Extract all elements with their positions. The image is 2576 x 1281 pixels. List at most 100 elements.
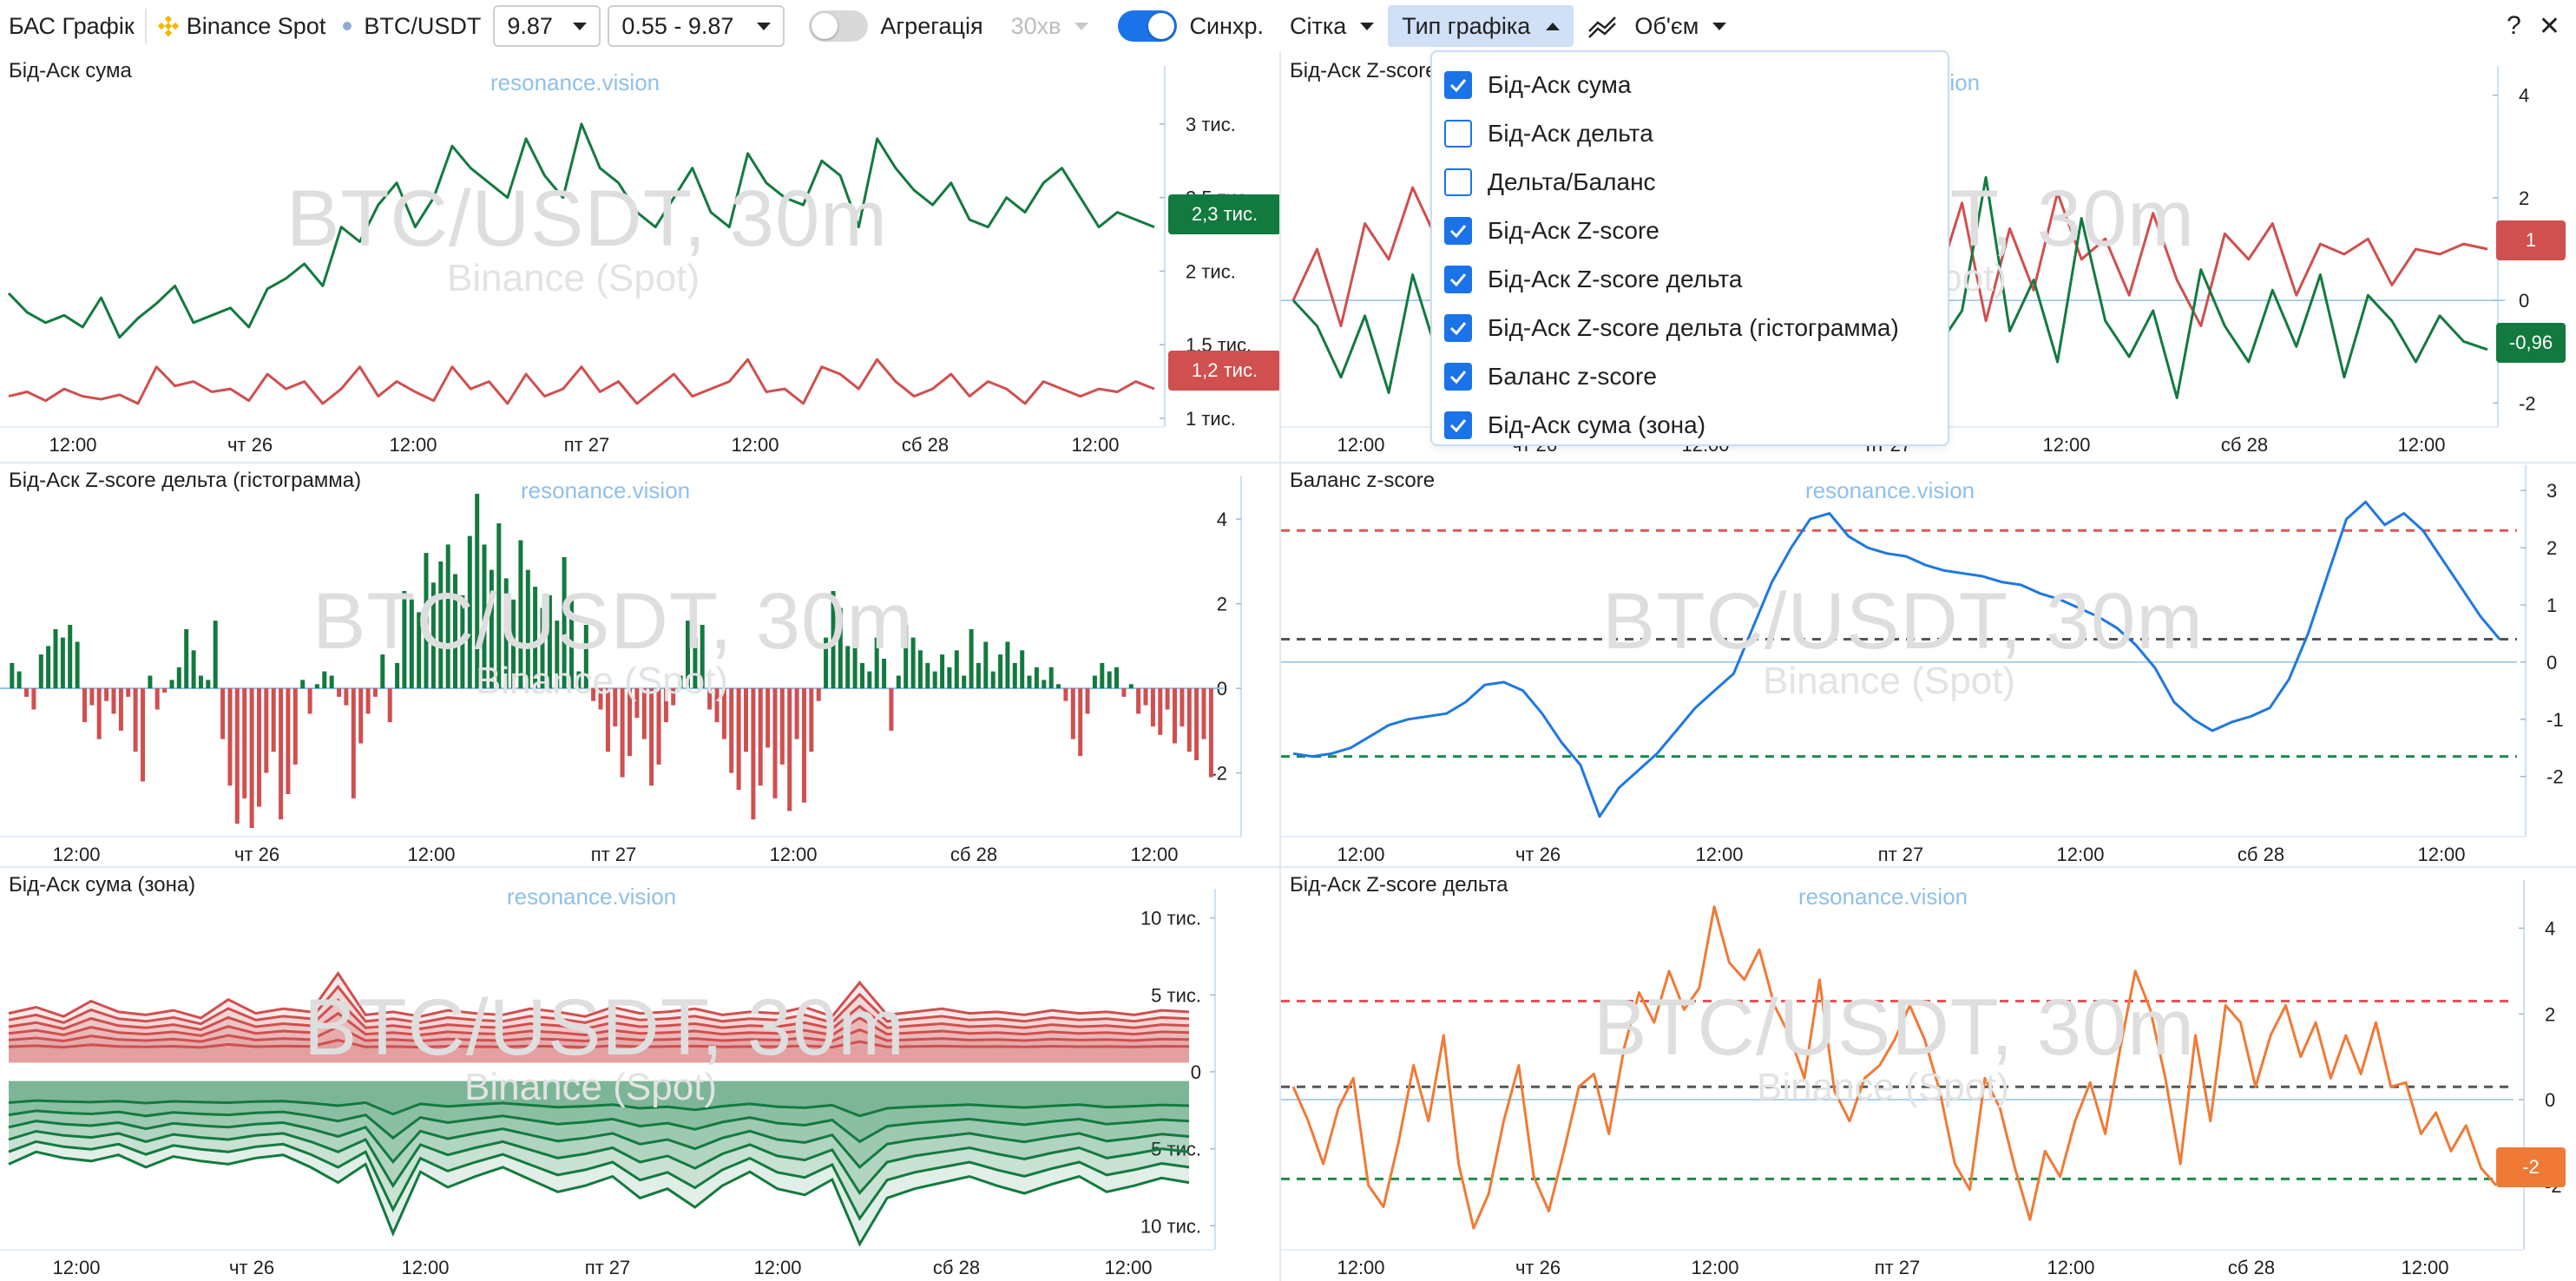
histogram-bar — [874, 637, 879, 689]
panel-divider — [0, 866, 2576, 868]
checkbox-unchecked-icon[interactable] — [1444, 120, 1472, 148]
histogram-bar — [576, 671, 582, 689]
histogram-bar — [286, 688, 291, 794]
histogram-bar — [395, 662, 400, 689]
histogram-bar — [292, 688, 298, 765]
histogram-bar — [1121, 688, 1127, 697]
x-tick-label: пт 27 — [591, 844, 637, 865]
histogram-bar — [169, 680, 174, 689]
checkbox-checked-icon[interactable] — [1444, 314, 1472, 342]
checkbox-checked-icon[interactable] — [1444, 71, 1472, 99]
chevron-down-icon — [573, 22, 588, 30]
aggregation-select[interactable]: 30хв — [1002, 5, 1098, 47]
watermark-pair: BTC/USDT, 30m — [312, 577, 914, 666]
histogram-bar — [148, 675, 153, 689]
x-tick-label: 12:00 — [389, 434, 437, 456]
histogram-bar — [845, 646, 851, 689]
y-tick-label: 2 тис. — [1186, 260, 1236, 282]
checkbox-unchecked-icon[interactable] — [1444, 168, 1472, 196]
checkbox-checked-icon[interactable] — [1444, 217, 1472, 245]
chart-type-menu-button[interactable]: Тип графіка — [1388, 5, 1574, 47]
checkbox-checked-icon[interactable] — [1444, 266, 1472, 293]
chart-type-option[interactable]: Бід-Аск Z-score — [1432, 207, 1948, 255]
histogram-bar — [882, 659, 887, 689]
zone-area — [9, 1081, 1189, 1245]
histogram-bar — [10, 662, 15, 689]
chart-type-option[interactable]: Бід-Аск дельта — [1432, 109, 1948, 158]
histogram-bar — [628, 688, 632, 757]
histogram-bar — [998, 654, 1003, 689]
chart-panel-bid-ask-sum-zone[interactable]: Бід-Аск сума (зона) resonance.vision BTC… — [0, 868, 1279, 1281]
chart-type-option-label: Бід-Аск сума (зона) — [1488, 411, 1706, 438]
zone-line — [8, 1109, 1190, 1144]
watermark-exchange: Binance (Spot) — [476, 660, 729, 702]
chart-panel-bid-ask-zscore-delta[interactable]: Бід-Аск Z-score дельта resonance.vision … — [1281, 868, 2576, 1281]
watermark-pair: BTC/USDT, 30m — [1594, 983, 2195, 1072]
histogram-bar — [779, 688, 785, 765]
aggregation-toggle[interactable] — [809, 10, 869, 42]
panel-title: Бід-Аск Z-score — [1290, 59, 1437, 82]
exchange-label: Binance Spot — [186, 12, 326, 39]
chart-panel-bid-ask-sum[interactable]: Бід-Аск сума resonance.vision BTC/USDT, … — [0, 54, 1279, 462]
last-value-badge: -2 — [2496, 1147, 2566, 1187]
value-select[interactable]: 9.87 — [493, 5, 601, 47]
histogram-bar — [264, 688, 269, 773]
y-tick-label: 3 — [2546, 480, 2557, 502]
histogram-bar — [1150, 688, 1155, 726]
check-icon — [1449, 79, 1467, 93]
close-button[interactable]: ✕ — [2538, 11, 2560, 41]
y-tick-label: 2 — [2545, 1003, 2555, 1025]
histogram-bar — [990, 671, 996, 689]
histogram-bar — [583, 625, 588, 689]
histogram-bar — [721, 688, 726, 739]
histogram-bar — [96, 688, 102, 739]
chart-type-option[interactable]: Бід-Аск сума (зона) — [1432, 401, 1948, 450]
indicator-button[interactable] — [1579, 5, 1626, 47]
binance-logo-icon — [157, 15, 179, 37]
chart-type-option[interactable]: Дельта/Баланс — [1432, 158, 1948, 207]
checkbox-checked-icon[interactable] — [1444, 411, 1472, 439]
x-tick-label: 12:00 — [769, 844, 817, 865]
exchange-selector[interactable]: Binance Spot — [148, 5, 335, 47]
last-value-badge: 1 — [2496, 220, 2566, 260]
histogram-bar — [766, 688, 771, 748]
y-tick-label: 10 тис. — [1140, 1215, 1201, 1237]
y-tick-label: 4 — [1217, 509, 1227, 530]
histogram-bar — [489, 569, 494, 689]
histogram-bar — [969, 628, 974, 689]
trend-lines-icon — [1588, 16, 1617, 38]
zone-area — [9, 1027, 1189, 1063]
chart-type-option[interactable]: Бід-Аск Z-score дельта — [1432, 255, 1948, 304]
checkbox-checked-icon[interactable] — [1444, 363, 1472, 391]
histogram-bar — [307, 688, 312, 714]
x-tick-label: чт 26 — [1515, 1257, 1561, 1278]
volume-menu-button[interactable]: Об'єм — [1626, 5, 1735, 47]
symbol-selector[interactable]: BTC/USDT — [334, 5, 490, 47]
panel-title: Бід-Аск Z-score дельта — [1290, 873, 1508, 897]
range-select[interactable]: 0.55 - 9.87 — [608, 5, 785, 47]
histogram-bar — [824, 637, 829, 689]
toggle-knob — [812, 13, 838, 39]
series-line — [1291, 905, 2498, 1230]
chart-type-option[interactable]: Бід-Аск сума — [1432, 61, 1948, 109]
histogram-bar — [744, 688, 748, 752]
x-tick-label: сб 28 — [2228, 1257, 2275, 1278]
histogram-bar — [38, 654, 43, 689]
zone-line — [8, 1120, 1190, 1170]
histogram-bar — [605, 688, 610, 752]
chart-type-option[interactable]: Баланс z-score — [1432, 352, 1948, 401]
histogram-bar — [154, 688, 160, 710]
zone-area — [9, 1013, 1189, 1063]
chevron-down-icon — [757, 22, 772, 30]
grid-menu-button[interactable]: Сітка — [1281, 5, 1383, 47]
histogram-bar — [1012, 662, 1017, 689]
histogram-bar — [591, 688, 596, 701]
chart-panel-balance-zscore[interactable]: Баланс z-score resonance.vision BTC/USDT… — [1281, 463, 2576, 866]
help-button[interactable]: ? — [2507, 11, 2521, 40]
chart-type-option[interactable]: Бід-Аск Z-score дельта (гістограмма) — [1432, 304, 1948, 352]
sync-toggle[interactable] — [1118, 10, 1178, 42]
y-tick-label: -2 — [2519, 392, 2536, 414]
chart-panel-zscore-delta-histogram[interactable]: Бід-Аск Z-score дельта (гістограмма) res… — [0, 463, 1279, 866]
app-title: БАС Графік — [9, 12, 135, 39]
watermark-site: resonance.vision — [1805, 477, 1975, 503]
